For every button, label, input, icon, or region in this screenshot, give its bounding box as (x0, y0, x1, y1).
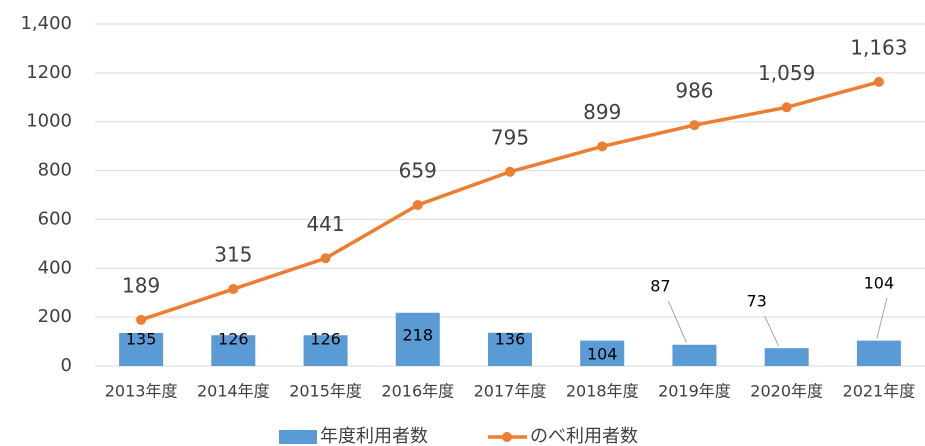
x-tick-label: 2016年度 (381, 382, 454, 401)
line-value-label: 315 (214, 243, 252, 267)
line-point (228, 284, 239, 295)
x-tick-label: 2014年度 (197, 382, 270, 401)
bar (856, 340, 901, 366)
bar-value-label: 87 (650, 277, 670, 296)
bar (211, 335, 256, 366)
legend-swatch (279, 430, 317, 444)
bar (488, 332, 532, 366)
y-tick-label: 200 (38, 306, 72, 327)
y-tick-label: 400 (38, 257, 72, 278)
line-value-label: 795 (491, 125, 529, 149)
y-tick-label: 1,400 (20, 13, 72, 34)
bar (580, 340, 625, 366)
x-tick-label: 2015年度 (289, 382, 362, 401)
bar-value-label: 135 (126, 330, 157, 349)
y-tick-label: 800 (38, 160, 72, 181)
line-point (320, 253, 331, 264)
bar-value-label: 136 (495, 330, 526, 349)
x-tick-label: 2017年度 (474, 382, 547, 401)
bar-value-label: 126 (218, 330, 249, 349)
bar (395, 312, 440, 366)
x-tick-label: 2021年度 (843, 382, 916, 401)
bar (303, 335, 348, 366)
line-value-label: 986 (675, 79, 713, 103)
legend-label: のべ利用者数 (530, 426, 638, 446)
line (140, 80, 880, 322)
line-point (597, 141, 608, 152)
bar (672, 344, 717, 366)
y-tick-label: 0 (61, 355, 72, 376)
bar-value-label: 104 (587, 345, 618, 364)
x-tick-label: 2018年度 (566, 382, 639, 401)
line-value-label: 1,163 (850, 35, 907, 59)
bar-value-label: 104 (864, 274, 895, 293)
line-point (873, 76, 884, 87)
line-point (412, 200, 423, 211)
line-value-label: 189 (122, 273, 160, 297)
x-tick-label: 2019年度 (658, 382, 731, 401)
line-value-label: 659 (399, 159, 437, 183)
leader-line (667, 300, 687, 343)
x-tick-label: 2020年度 (750, 382, 823, 401)
line-point (136, 314, 147, 325)
bar-value-label: 218 (403, 326, 434, 345)
bar-value-label: 73 (746, 292, 766, 311)
line-point (689, 120, 700, 131)
line-value-label: 441 (306, 212, 344, 236)
y-tick-label: 600 (38, 208, 72, 229)
line-point (781, 102, 792, 113)
leader-line (876, 297, 888, 339)
legend-marker (502, 432, 512, 442)
leader-line (764, 315, 780, 347)
bar (119, 333, 164, 366)
y-tick-label: 1200 (26, 62, 72, 83)
bar-value-label: 126 (310, 330, 341, 349)
legend-label: 年度利用者数 (320, 426, 428, 446)
y-tick-label: 1000 (26, 111, 72, 132)
bar (764, 348, 809, 366)
line-point (505, 166, 515, 177)
x-tick-label: 2013年度 (105, 382, 178, 401)
line-value-label: 899 (583, 100, 621, 124)
line-value-label: 1,059 (758, 61, 815, 85)
